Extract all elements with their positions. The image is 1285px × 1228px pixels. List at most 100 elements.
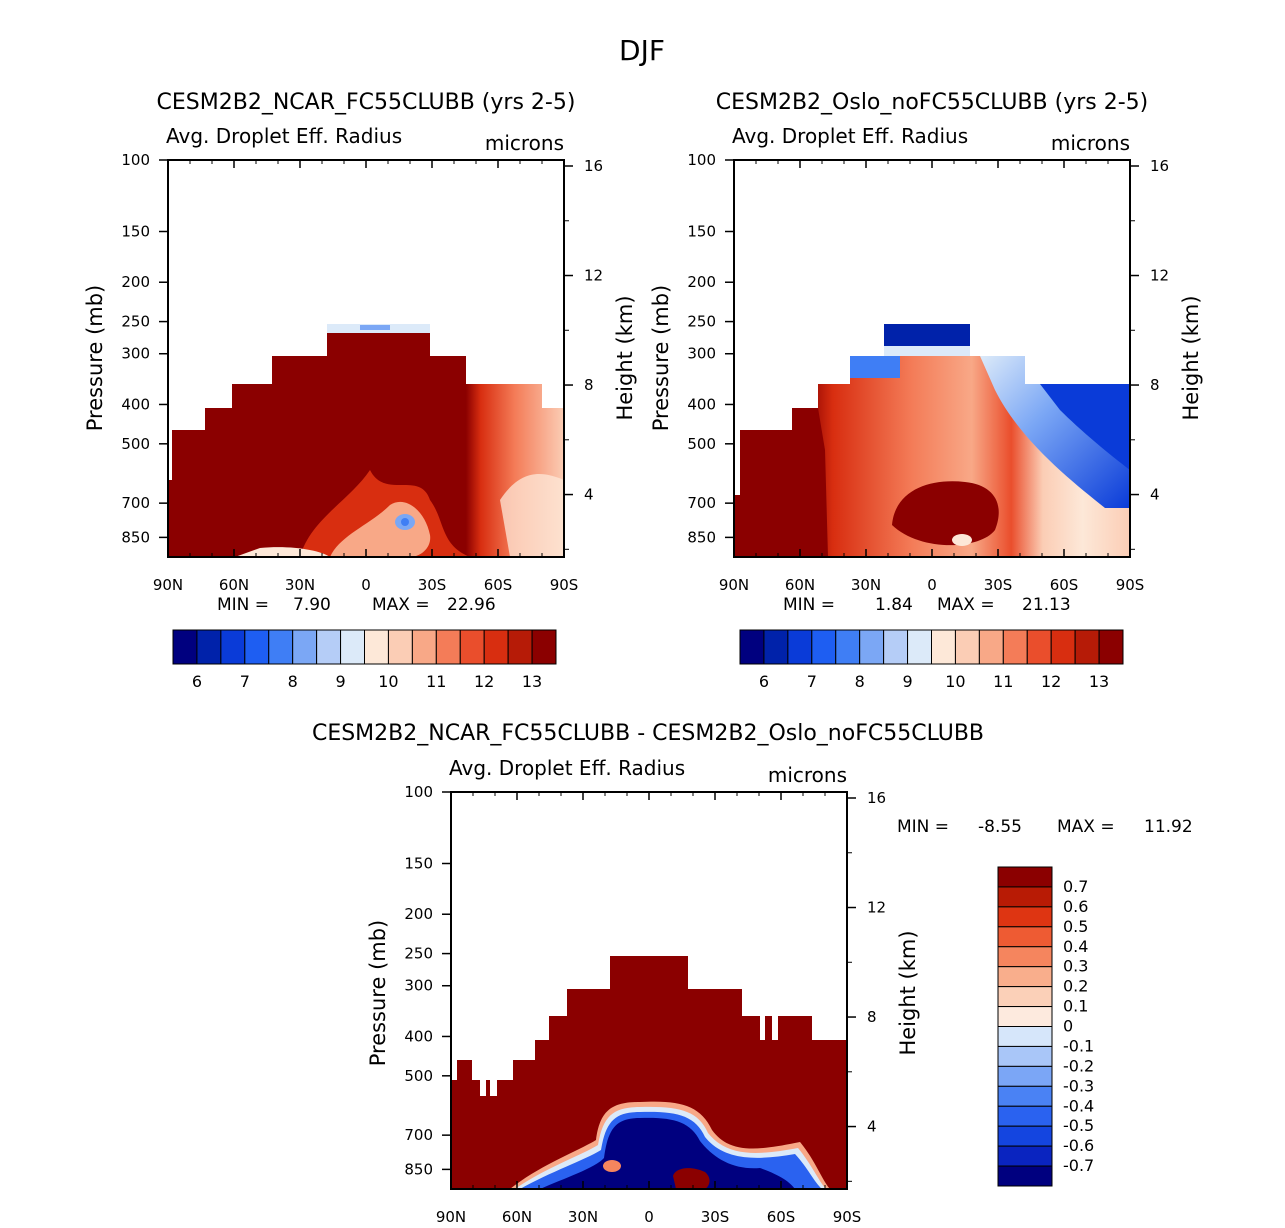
colorbar-box [739, 629, 765, 665]
colorbar-label: 11 [993, 672, 1013, 691]
panel1-min-value: 7.90 [293, 595, 331, 615]
colorbar-label: 13 [522, 672, 542, 691]
colorbar-label: 12 [1041, 672, 1061, 691]
colorbar-box [978, 629, 1004, 665]
y-tick-label: 400 [687, 395, 716, 413]
colorbar-box [907, 629, 932, 665]
colorbar-box [883, 629, 909, 665]
colorbar-box [1050, 629, 1076, 665]
colorbar-box [997, 866, 1053, 888]
panel1-axes: 90N 60N 30N 0 30S 60S 90S 100 150 200 250 300 400 500… [121, 151, 603, 594]
colorbar-box [787, 629, 813, 665]
y-tick-label: 150 [687, 223, 716, 241]
colorbar-box [997, 906, 1053, 928]
y-tick-label: 250 [687, 313, 716, 331]
colorbar-label: 9 [335, 672, 345, 691]
colorbar-label: 8 [855, 672, 865, 691]
panel2-max-label: MAX = [937, 595, 995, 615]
x-tick-label: 30N [285, 576, 315, 594]
panel2-subtitle-left: Avg. Droplet Eff. Radius [732, 124, 968, 148]
panel3-colorbar: 0.70.60.50.40.30.20.10-0.1-0.2-0.3-0.4-0… [997, 866, 1094, 1187]
panel3-field [451, 956, 847, 1189]
colorbar-box [954, 629, 980, 665]
panel3-max-value: 11.92 [1144, 817, 1193, 837]
panel1-min-label: MIN = [217, 595, 269, 615]
colorbar-box [268, 629, 294, 665]
y-right-tick-label: 8 [867, 1008, 877, 1026]
panel2-axes: 90N 60N 30N 0 30S 60S 90S 100 150 200 250 300 400 500… [687, 151, 1169, 594]
x-tick-label: 60S [484, 576, 513, 594]
panel3-negative-core [540, 1117, 795, 1189]
y-tick-label: 100 [121, 151, 150, 169]
colorbar-label: 0 [1063, 1017, 1073, 1036]
panel1-cloud-top-blue [360, 325, 390, 330]
y-right-tick-label: 4 [1150, 486, 1160, 504]
panel2-tropic-dark [892, 481, 999, 546]
panel3-title: CESM2B2_NCAR_FC55CLUBB - CESM2B2_Oslo_no… [312, 721, 984, 746]
y-right-tick-label: 4 [867, 1118, 877, 1136]
colorbar-box [483, 629, 509, 665]
colorbar-box [997, 1165, 1053, 1187]
colorbar-label: 13 [1089, 672, 1109, 691]
colorbar-label: -0.3 [1063, 1076, 1094, 1095]
x-tick-label: 30N [851, 576, 881, 594]
x-tick-label: 0 [927, 576, 937, 594]
colorbar-box [997, 1145, 1053, 1167]
colorbar-label: 0.3 [1063, 957, 1088, 976]
colorbar-label: 6 [192, 672, 202, 691]
panel3-subtitle-right: microns [768, 763, 847, 787]
y-right-tick-label: 8 [1150, 376, 1160, 394]
y-tick-label: 250 [404, 945, 433, 963]
colorbar-label: 10 [945, 672, 965, 691]
x-tick-label: 90N [436, 1208, 466, 1226]
panel2-min-label: MIN = [783, 595, 835, 615]
y-tick-label: 250 [121, 313, 150, 331]
y-tick-label: 500 [404, 1067, 433, 1085]
panel3-min-label: MIN = [897, 817, 949, 837]
colorbar-box [997, 946, 1053, 968]
colorbar-label: 7 [807, 672, 817, 691]
panel2-max-value: 21.13 [1022, 595, 1071, 615]
colorbar-label: -0.6 [1063, 1136, 1094, 1155]
y-tick-label: 100 [687, 151, 716, 169]
colorbar-box [997, 886, 1053, 908]
y-right-tick-label: 12 [584, 267, 603, 285]
y-tick-label: 100 [404, 783, 433, 801]
panel3-warm-spot [603, 1160, 621, 1172]
y-tick-label: 200 [404, 905, 433, 923]
colorbar-box [997, 926, 1053, 948]
y-tick-label: 850 [404, 1160, 433, 1178]
x-tick-label: 90N [153, 576, 183, 594]
panel-ncar: CESM2B2_NCAR_FC55CLUBB (yrs 2-5) Avg. Dr… [83, 90, 637, 691]
y-right-tick-label: 12 [867, 899, 886, 917]
colorbar-box [531, 629, 557, 665]
panel2-field [734, 324, 1130, 557]
y-right-tick-label: 16 [867, 789, 886, 807]
x-tick-label: 60S [1050, 576, 1079, 594]
colorbar-box [835, 629, 861, 665]
colorbar-label: 0.7 [1063, 877, 1088, 896]
y-tick-label: 850 [687, 528, 716, 546]
panel2-top-light [884, 346, 970, 356]
x-tick-label: 90S [1116, 576, 1145, 594]
panel3-positive-region [451, 956, 847, 1189]
colorbar-box [997, 1026, 1053, 1047]
y-tick-label: 300 [121, 345, 150, 363]
y-tick-label: 700 [687, 494, 716, 512]
colorbar-label: -0.1 [1063, 1036, 1094, 1055]
x-tick-label: 60N [502, 1208, 532, 1226]
colorbar-box [435, 629, 461, 665]
colorbar-box [997, 1065, 1053, 1087]
colorbar-box [997, 1006, 1053, 1027]
colorbar-box [172, 629, 198, 665]
colorbar-box [292, 629, 318, 665]
panel3-axes: 90N 60N 30N 0 30S 60S 90S 100 150 200 250 300 400 500… [404, 783, 886, 1226]
colorbar-label: -0.7 [1063, 1156, 1094, 1175]
y-right-tick-label: 12 [1150, 267, 1169, 285]
colorbar-label: 10 [378, 672, 398, 691]
y-tick-label: 200 [687, 273, 716, 291]
y-tick-label: 850 [121, 528, 150, 546]
panel2-ylabel: Pressure (mb) [649, 285, 673, 432]
y-right-tick-label: 16 [1150, 157, 1169, 175]
colorbar-box [763, 629, 789, 665]
